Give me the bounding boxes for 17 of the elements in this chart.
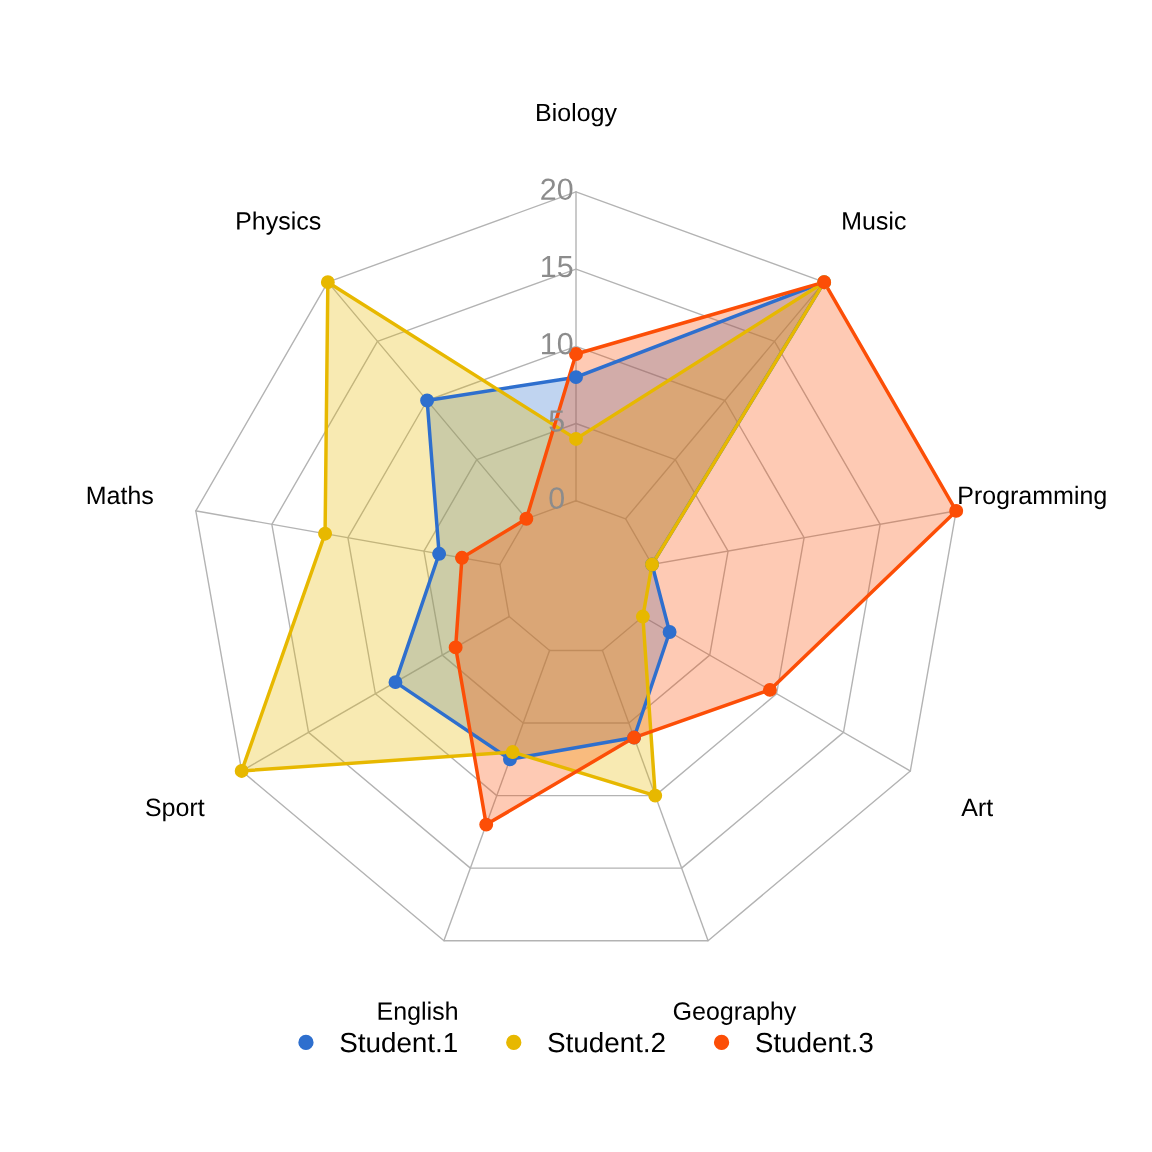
- spoke-label: Biology: [537, 103, 617, 127]
- y-tick-label: 0: [549, 487, 564, 509]
- y-tick-label: 20: [541, 178, 573, 201]
- spoke-label: Music: [843, 211, 906, 230]
- spoke-label: Art: [961, 798, 993, 817]
- legend-label: Student.2: [548, 1031, 665, 1053]
- y-tick-label: 5: [549, 410, 564, 432]
- spoke-label: English: [378, 1001, 457, 1025]
- spoke-label: Sport: [146, 798, 205, 822]
- spoke-label: Programming: [959, 485, 1106, 510]
- spoke-label: Physics: [237, 211, 321, 235]
- y-tick-label: 10: [542, 332, 573, 355]
- legend-label: Student.3: [756, 1031, 873, 1053]
- spoke-label: Geography: [673, 1001, 797, 1025]
- y-tick-label: 15: [542, 255, 573, 278]
- legend-label: Student.1: [340, 1031, 457, 1053]
- spoke-label: Maths: [87, 485, 153, 505]
